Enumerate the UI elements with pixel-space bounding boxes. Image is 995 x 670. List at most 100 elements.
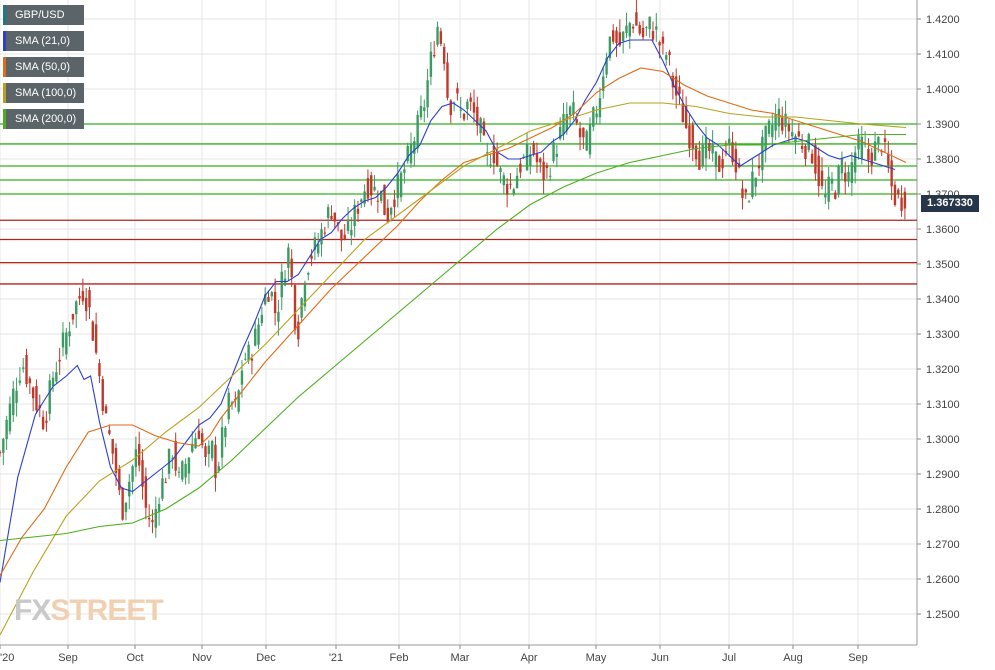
candle-down <box>804 146 807 160</box>
candle-down <box>343 234 346 240</box>
candle-down <box>121 488 124 520</box>
candle-up <box>128 481 131 497</box>
candle-up <box>625 25 628 33</box>
legend-item-sma50[interactable]: SMA (50,0) <box>3 57 85 77</box>
candle-down <box>297 321 300 340</box>
x-tick-label: Nov <box>192 652 212 664</box>
candle-down <box>439 31 443 44</box>
candle-down <box>164 482 167 484</box>
candle-up <box>853 152 857 173</box>
candle-up <box>489 164 492 167</box>
candle-down <box>658 42 661 46</box>
candle-down <box>45 420 48 423</box>
candle-down <box>330 215 333 220</box>
candle-up <box>413 141 416 154</box>
candle-up <box>747 201 751 203</box>
candle-down <box>698 150 701 170</box>
candle-down <box>147 517 151 520</box>
candle-down <box>638 25 641 34</box>
candle-up <box>824 193 827 198</box>
candle-up <box>423 107 426 111</box>
candle-down <box>141 460 144 487</box>
candle-down <box>273 291 277 314</box>
candle-up <box>877 136 880 144</box>
candle-up <box>863 143 867 145</box>
candle-down <box>151 520 154 523</box>
candle-up <box>307 273 310 275</box>
candle-up <box>22 367 25 369</box>
candle-down <box>615 30 618 44</box>
y-tick-label: 1.2700 <box>926 539 960 551</box>
candle-up <box>771 124 774 138</box>
candle-up <box>665 55 668 60</box>
candle-down <box>91 321 95 341</box>
candle-up <box>847 171 850 182</box>
sma-200-line <box>0 133 906 542</box>
candle-up <box>280 271 283 298</box>
candle-up <box>181 461 184 480</box>
candle-down <box>35 386 38 411</box>
candle-down <box>731 142 734 163</box>
logo-part-street: STREET <box>50 594 163 627</box>
legend-item-sma21[interactable]: SMA (21,0) <box>3 31 85 51</box>
x-tick-label: May <box>586 652 607 664</box>
candle-up <box>260 314 264 324</box>
candle-down <box>476 106 479 126</box>
candle-down <box>532 143 535 154</box>
candle-down <box>681 103 685 123</box>
candle-up <box>602 76 605 92</box>
candle-up <box>711 143 714 154</box>
candle-up <box>502 175 506 186</box>
candle-down <box>509 183 512 185</box>
candle-up <box>598 98 602 118</box>
candle-up <box>416 114 419 149</box>
candle-up <box>761 136 764 171</box>
last-price-tag: 1.367330 <box>921 195 979 212</box>
candle-up <box>68 331 71 337</box>
candle-up <box>65 332 68 355</box>
candle-down <box>204 446 207 457</box>
candle-down <box>814 145 817 174</box>
y-tick-label: 1.3500 <box>926 259 960 271</box>
candle-down <box>834 192 837 199</box>
candle-down <box>495 151 499 166</box>
candle-up <box>61 332 65 348</box>
legend-item-sma100[interactable]: SMA (100,0) <box>3 83 85 103</box>
candle-down <box>492 145 496 164</box>
candle-down <box>867 149 870 161</box>
candle-down <box>870 152 873 166</box>
candle-down <box>744 189 747 193</box>
candle-down <box>267 296 270 302</box>
y-tick-label: 1.3200 <box>926 364 960 376</box>
candle-up <box>827 176 830 202</box>
candle-up <box>406 145 409 162</box>
candle-down <box>462 113 466 120</box>
candle-down <box>28 378 32 384</box>
candle-up <box>565 113 569 131</box>
candle-up <box>55 372 58 382</box>
candle-down <box>71 313 75 320</box>
legend-item-sma200[interactable]: SMA (200,0) <box>3 109 85 129</box>
candle-down <box>641 27 645 38</box>
candle-up <box>363 191 366 204</box>
candle-down <box>903 191 907 209</box>
y-tick-label: 1.4200 <box>926 14 960 26</box>
candle-down <box>293 285 297 331</box>
candle-down <box>674 76 678 96</box>
candle-up <box>555 153 559 157</box>
candle-down <box>101 379 104 411</box>
candle-up <box>317 243 320 254</box>
legend-swatch-sma21 <box>3 31 6 51</box>
candle-down <box>844 172 847 182</box>
candle-up <box>224 427 227 438</box>
candle-down <box>376 200 380 202</box>
candle-down <box>539 158 542 163</box>
legend-title[interactable]: GBP/USD <box>3 5 85 25</box>
candle-down <box>433 54 436 57</box>
candle-down <box>781 117 784 131</box>
legend-label-sma200: SMA (200,0) <box>15 113 77 125</box>
candle-down <box>366 178 370 199</box>
candle-up <box>396 174 399 199</box>
candle-down <box>668 51 671 56</box>
